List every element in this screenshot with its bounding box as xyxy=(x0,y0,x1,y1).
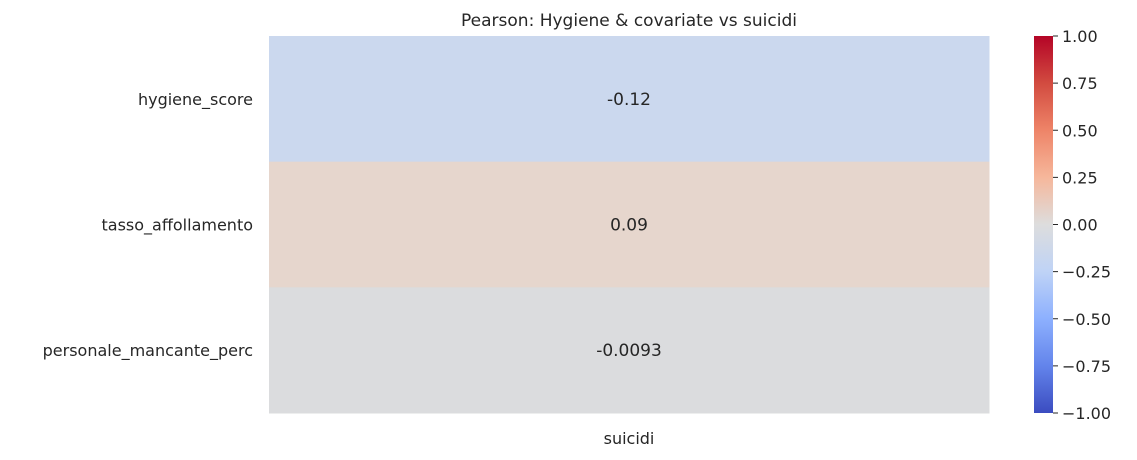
colorbar-tick-label: −0.75 xyxy=(1062,357,1111,376)
colorbar-tick-label: −0.25 xyxy=(1062,263,1111,282)
row-label: hygiene_score xyxy=(138,90,253,110)
colorbar: 1.00 0.75 0.50 0.25 0.00 −0.25 −0.50 −0.75 −1.00 xyxy=(1034,27,1111,423)
colorbar-tick-label: 1.00 xyxy=(1062,27,1098,46)
heatmap-cells: -0.12 0.09 -0.0093 xyxy=(269,36,990,414)
cell-value-label: -0.12 xyxy=(607,90,651,110)
column-labels: suicidi xyxy=(604,429,655,448)
row-labels: hygiene_score tasso_affollamento personale… xyxy=(43,90,253,361)
chart-title: Pearson: Hygiene & covariate vs suicidi xyxy=(461,11,797,31)
cell-value-label: 0.09 xyxy=(610,216,648,236)
colorbar-tick-label: 0.50 xyxy=(1062,121,1098,140)
colorbar-tick-label: −0.50 xyxy=(1062,310,1111,329)
cell-value-label: -0.0093 xyxy=(596,341,662,361)
row-label: tasso_affollamento xyxy=(102,216,253,236)
colorbar-tick-label: 0.00 xyxy=(1062,216,1098,235)
heatmap-cell xyxy=(269,161,990,288)
colorbar-tick-label: 0.25 xyxy=(1062,168,1098,187)
colorbar-tick-label: 0.75 xyxy=(1062,74,1098,93)
column-label: suicidi xyxy=(604,429,655,448)
row-label: personale_mancante_perc xyxy=(43,341,253,361)
heatmap-cell xyxy=(269,36,990,163)
colorbar-tick-label: −1.00 xyxy=(1062,404,1111,423)
heatmap-cell xyxy=(269,287,990,414)
colorbar-gradient xyxy=(1034,36,1053,413)
